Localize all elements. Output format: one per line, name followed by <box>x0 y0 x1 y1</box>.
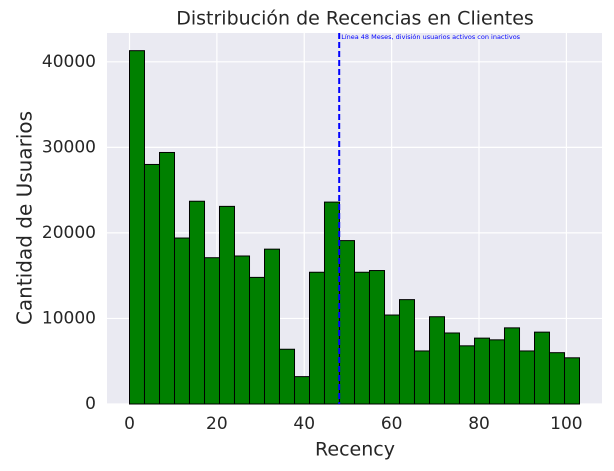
y-tick-label: 10000 <box>42 308 96 328</box>
bar <box>413 350 431 405</box>
bar <box>548 352 566 405</box>
x-tick-label: 0 <box>124 414 135 434</box>
bar <box>458 345 476 405</box>
bar <box>384 314 400 405</box>
bar <box>368 270 386 405</box>
bar <box>174 237 190 405</box>
bar <box>503 327 521 405</box>
bar <box>264 248 280 405</box>
bar <box>278 348 296 405</box>
bar <box>564 357 581 405</box>
bar <box>129 50 145 405</box>
bar <box>354 271 370 405</box>
annotation: Línea 48 Meses, división usuarios activo… <box>341 33 520 41</box>
bar <box>159 151 175 405</box>
bar <box>429 316 445 405</box>
bar <box>188 200 206 405</box>
bar <box>339 240 355 405</box>
x-axis-label: Recency <box>315 439 395 461</box>
x-tick-label: 60 <box>381 414 403 434</box>
bar <box>219 205 235 405</box>
x-tick-label: 100 <box>550 414 582 434</box>
bar <box>399 299 415 405</box>
bar <box>489 339 505 405</box>
bar <box>323 201 341 405</box>
chart-title: Distribución de Recencias en Clientes <box>176 8 534 30</box>
bar <box>204 257 220 405</box>
bar <box>294 376 310 405</box>
bar <box>444 332 460 405</box>
x-tick-label: 20 <box>206 414 228 434</box>
y-tick-label: 0 <box>85 394 96 414</box>
bar <box>249 276 265 405</box>
y-axis-label: Cantidad de Usuarios <box>13 111 37 325</box>
bar <box>519 350 536 405</box>
y-tick-label: 20000 <box>42 223 96 243</box>
bar <box>143 163 161 405</box>
x-tick-label: 80 <box>468 414 490 434</box>
bar <box>534 331 550 405</box>
y-tick-label: 30000 <box>42 137 96 157</box>
bar <box>233 255 251 405</box>
x-tick-label: 40 <box>293 414 315 434</box>
y-tick-label: 40000 <box>42 52 96 72</box>
bar <box>309 271 325 405</box>
bar <box>474 337 490 405</box>
